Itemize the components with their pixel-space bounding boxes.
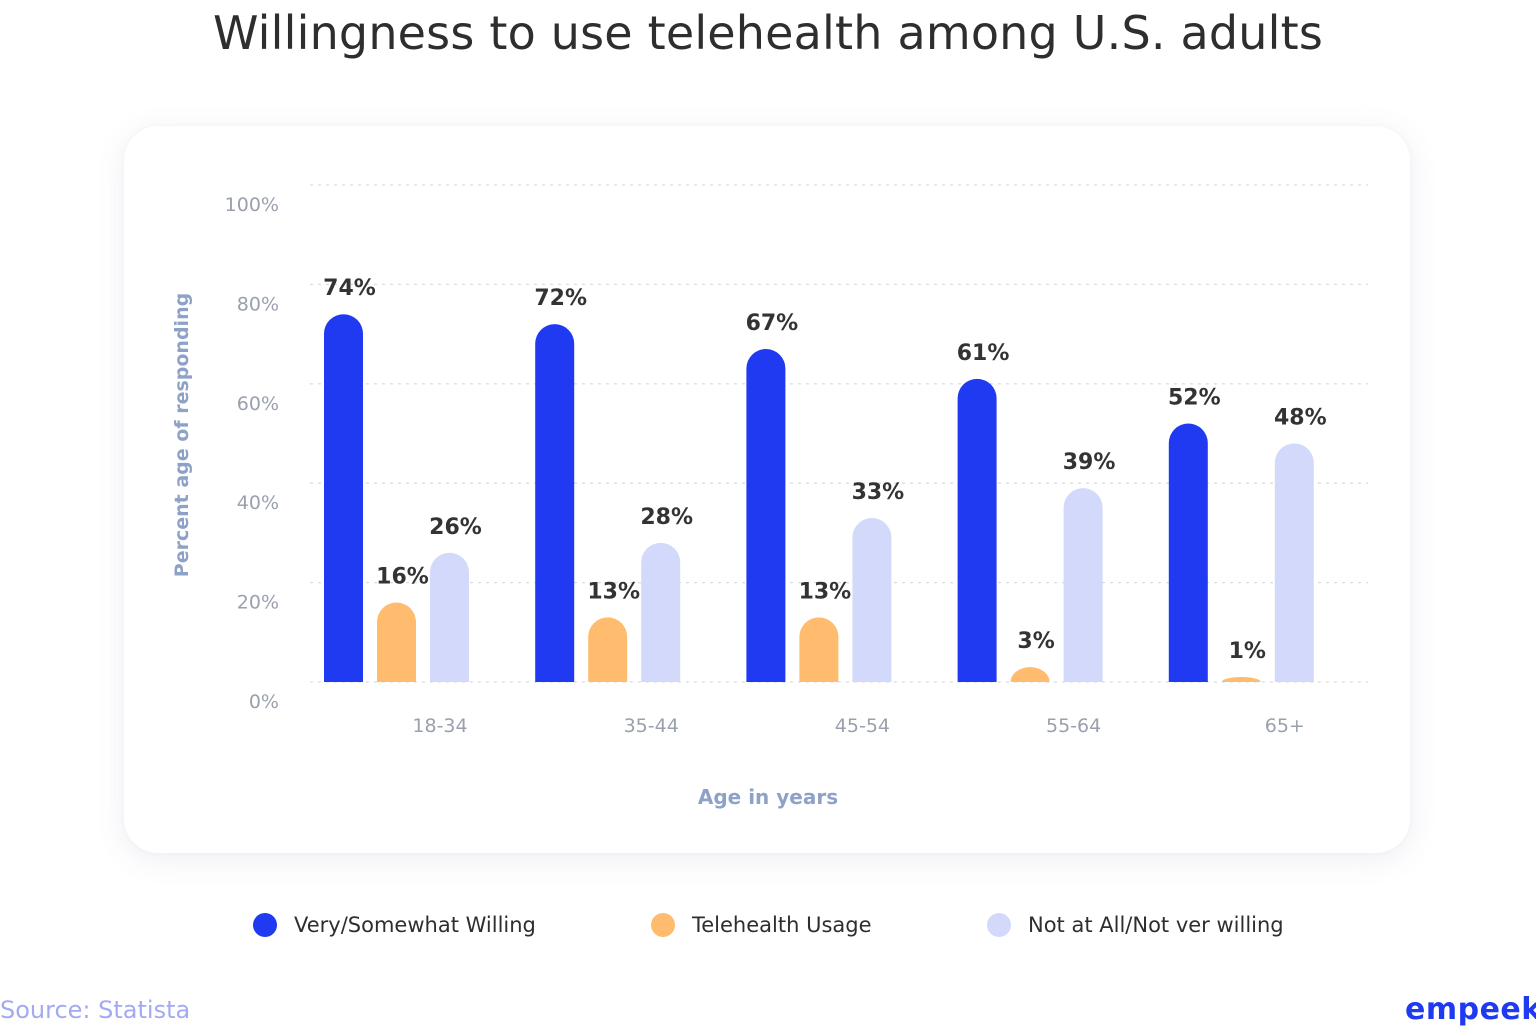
bar-willing: [1168, 423, 1208, 682]
data-label-willing: 61%: [957, 341, 1010, 366]
y-tick-label: 100%: [225, 194, 279, 216]
legend-dot-willing: [253, 913, 277, 937]
bar-not-willing: [641, 542, 681, 682]
bar-usage: [799, 617, 839, 682]
data-label-willing: 52%: [1168, 386, 1221, 411]
source-note: Source: Statista: [0, 996, 191, 1024]
data-label-willing: 72%: [534, 286, 587, 311]
y-tick-label: 40%: [237, 492, 279, 514]
bar-willing: [746, 349, 786, 682]
bar-usage: [1221, 677, 1261, 682]
legend-item-usage: Telehealth Usage: [651, 908, 872, 942]
bar-not-willing: [852, 517, 892, 682]
data-label-not-willing: 26%: [429, 515, 482, 540]
data-label-willing: 74%: [323, 276, 376, 301]
y-tick-label: 0%: [249, 691, 279, 713]
bar-usage: [588, 617, 628, 682]
legend-dot-not-willing: [987, 913, 1011, 937]
bar-not-willing: [1063, 488, 1103, 682]
data-label-usage: 1%: [1229, 639, 1266, 664]
legend-label-usage: Telehealth Usage: [692, 913, 872, 937]
brand-logo: empeek: [1405, 992, 1536, 1027]
bar-not-willing: [430, 552, 469, 682]
x-tick-label: 65+: [1265, 715, 1305, 737]
bar-usage: [1010, 667, 1050, 682]
chart-title: Willingness to use telehealth among U.S.…: [212, 6, 1324, 60]
legend-label-willing: Very/Somewhat Willing: [294, 913, 536, 937]
y-tick-label: 60%: [237, 393, 279, 415]
data-label-not-willing: 39%: [1063, 450, 1116, 475]
legend-dot-usage: [651, 913, 675, 937]
bar-willing: [535, 324, 575, 682]
data-label-not-willing: 48%: [1274, 405, 1327, 430]
data-label-usage: 13%: [799, 579, 852, 604]
data-label-usage: 3%: [1017, 629, 1054, 654]
y-axis-title: Percent age of responding: [171, 293, 193, 577]
bar-willing: [957, 378, 997, 682]
bar-usage: [377, 602, 416, 682]
x-tick-label: 35-44: [624, 715, 679, 737]
bar-willing: [324, 314, 363, 682]
legend-label-not-willing: Not at All/Not ver willing: [1028, 913, 1284, 937]
data-label-usage: 16%: [376, 564, 429, 589]
data-label-not-willing: 33%: [852, 480, 905, 505]
x-tick-label: 18-34: [412, 715, 467, 737]
data-label-not-willing: 28%: [640, 505, 693, 530]
x-tick-label: 55-64: [1046, 715, 1101, 737]
data-label-willing: 67%: [746, 311, 799, 336]
data-label-usage: 13%: [587, 579, 640, 604]
legend-item-not-willing: Not at All/Not ver willing: [987, 908, 1284, 942]
bar-not-willing: [1274, 443, 1314, 682]
y-tick-label: 20%: [237, 592, 279, 614]
x-tick-label: 45-54: [835, 715, 890, 737]
legend-item-willing: Very/Somewhat Willing: [253, 908, 536, 942]
y-tick-label: 80%: [237, 293, 279, 315]
x-axis-title: Age in years: [698, 785, 838, 809]
